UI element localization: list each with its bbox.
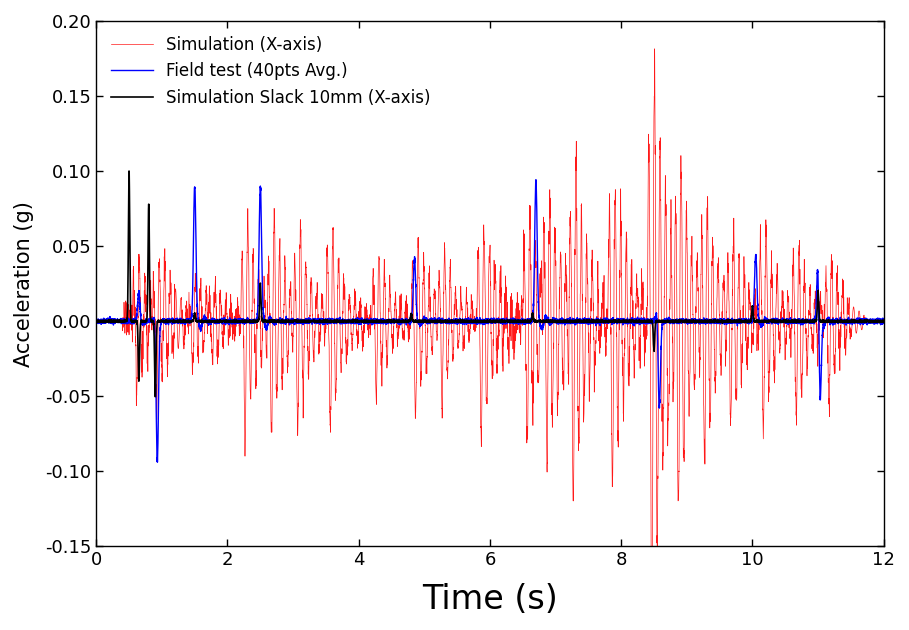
Field test (40pts Avg.): [207, 317, 218, 324]
Simulation Slack 10mm (X-axis): [124, 167, 135, 175]
Simulation (X-axis): [132, 352, 143, 360]
Field test (40pts Avg.): [531, 176, 542, 183]
Field test (40pts Avg.): [505, 316, 516, 324]
X-axis label: Time (s): Time (s): [422, 583, 558, 616]
Line: Simulation (X-axis): Simulation (X-axis): [96, 49, 884, 630]
Field test (40pts Avg.): [295, 317, 305, 324]
Field test (40pts Avg.): [878, 319, 889, 326]
Simulation Slack 10mm (X-axis): [505, 318, 516, 325]
Simulation Slack 10mm (X-axis): [570, 317, 581, 324]
Simulation Slack 10mm (X-axis): [132, 329, 143, 336]
Line: Field test (40pts Avg.): Field test (40pts Avg.): [96, 180, 884, 462]
Simulation (X-axis): [649, 45, 660, 53]
Simulation (X-axis): [207, 348, 218, 356]
Simulation Slack 10mm (X-axis): [91, 316, 102, 324]
Field test (40pts Avg.): [132, 299, 143, 306]
Field test (40pts Avg.): [494, 317, 504, 324]
Simulation (X-axis): [295, 244, 305, 252]
Y-axis label: Acceleration (g): Acceleration (g): [14, 201, 34, 367]
Simulation (X-axis): [570, 251, 581, 258]
Legend: Simulation (X-axis), Field test (40pts Avg.), Simulation Slack 10mm (X-axis): Simulation (X-axis), Field test (40pts A…: [105, 29, 437, 113]
Field test (40pts Avg.): [570, 318, 581, 326]
Simulation Slack 10mm (X-axis): [150, 393, 161, 401]
Simulation Slack 10mm (X-axis): [878, 318, 889, 325]
Simulation Slack 10mm (X-axis): [295, 318, 305, 325]
Field test (40pts Avg.): [152, 459, 163, 466]
Simulation (X-axis): [91, 318, 102, 325]
Line: Simulation Slack 10mm (X-axis): Simulation Slack 10mm (X-axis): [96, 171, 884, 397]
Simulation (X-axis): [878, 318, 889, 325]
Field test (40pts Avg.): [91, 317, 102, 324]
Simulation Slack 10mm (X-axis): [494, 317, 505, 324]
Simulation (X-axis): [494, 287, 504, 295]
Simulation Slack 10mm (X-axis): [208, 318, 219, 325]
Simulation (X-axis): [505, 298, 516, 306]
